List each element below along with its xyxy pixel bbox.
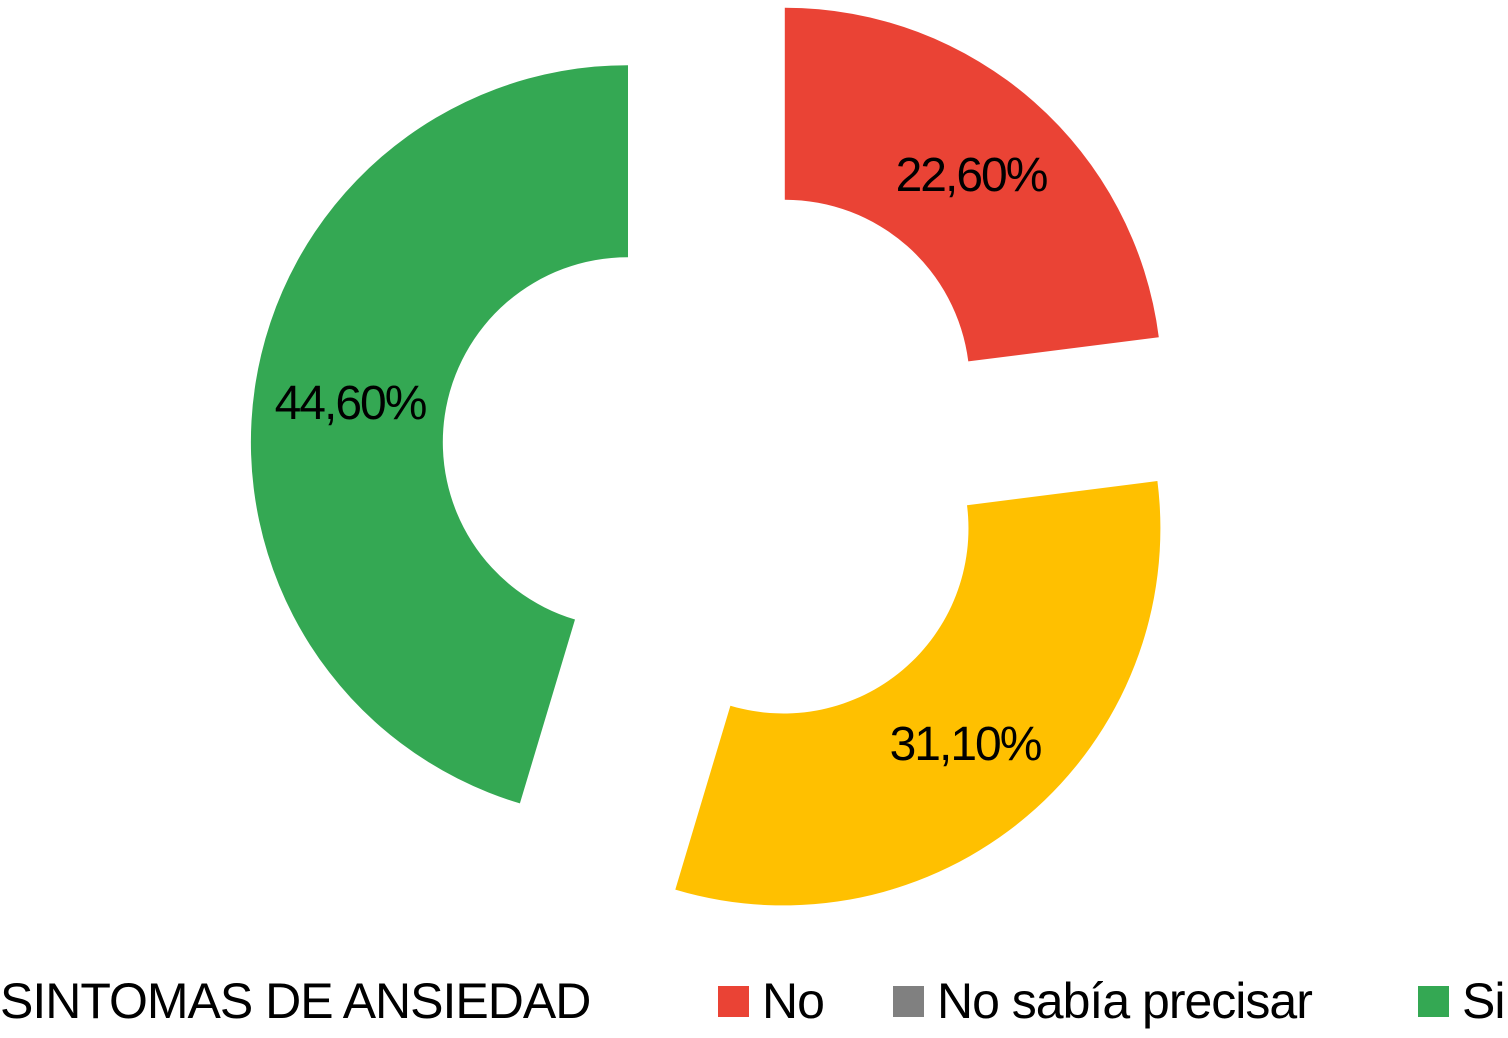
legend-item-si[interactable]: Si	[1418, 964, 1505, 1038]
slice-data-label: 44,60%	[275, 377, 426, 430]
pie-slice-segment-2[interactable]	[675, 481, 1161, 906]
legend-swatch-icon	[893, 985, 924, 1017]
legend-swatch-icon	[1418, 985, 1449, 1017]
legend-item-label: No	[762, 973, 825, 1029]
slice-data-label: 31,10%	[890, 718, 1041, 771]
legend-item-no[interactable]: No	[718, 964, 825, 1038]
chart-legend: SINTOMAS DE ANSIEDAD No No sabía precisar…	[0, 964, 1508, 1038]
legend-item-label: No sabía precisar	[937, 973, 1313, 1029]
legend-swatch-icon	[718, 985, 749, 1017]
pie-slice-si[interactable]	[250, 65, 628, 804]
pie-slice-no[interactable]	[784, 7, 1159, 362]
legend-item-no-sabia-precisar[interactable]: No sabía precisar	[893, 964, 1313, 1038]
legend-item-label: Si	[1462, 973, 1505, 1029]
slice-data-label: 22,60%	[896, 149, 1047, 202]
legend-series-title: SINTOMAS DE ANSIEDAD	[0, 973, 591, 1029]
